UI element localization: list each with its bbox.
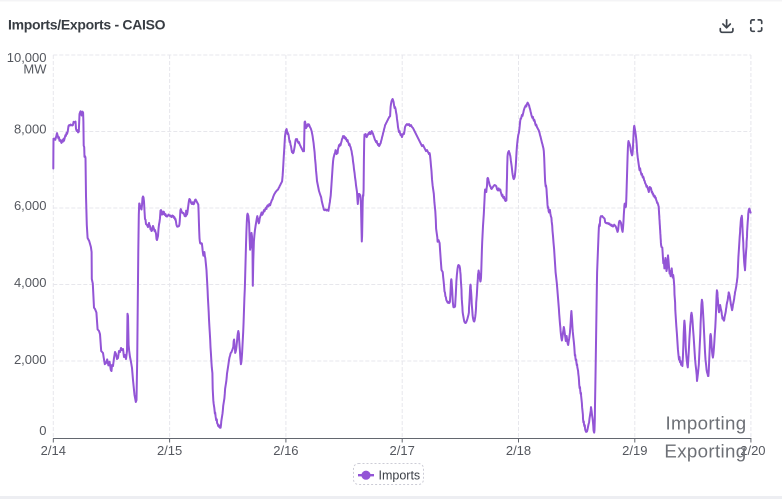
svg-text:Imports: Imports [379,468,421,482]
svg-text:2/15: 2/15 [157,443,182,458]
svg-text:Importing: Importing [665,412,746,433]
svg-text:6,000: 6,000 [14,198,47,213]
svg-text:2/16: 2/16 [273,443,298,458]
svg-text:Imports/Exports - CAISO: Imports/Exports - CAISO [8,17,166,33]
svg-text:2/17: 2/17 [390,443,415,458]
svg-text:0: 0 [39,423,46,438]
svg-text:2/19: 2/19 [622,443,647,458]
svg-text:10,000: 10,000 [7,50,47,65]
svg-text:8,000: 8,000 [14,122,47,137]
svg-text:2,000: 2,000 [14,352,47,367]
svg-text:MW: MW [23,62,47,77]
svg-text:4,000: 4,000 [14,275,47,290]
svg-text:2/14: 2/14 [41,443,66,458]
svg-text:2/20: 2/20 [740,443,765,458]
svg-text:Exporting: Exporting [664,440,746,461]
svg-text:2/18: 2/18 [506,443,531,458]
